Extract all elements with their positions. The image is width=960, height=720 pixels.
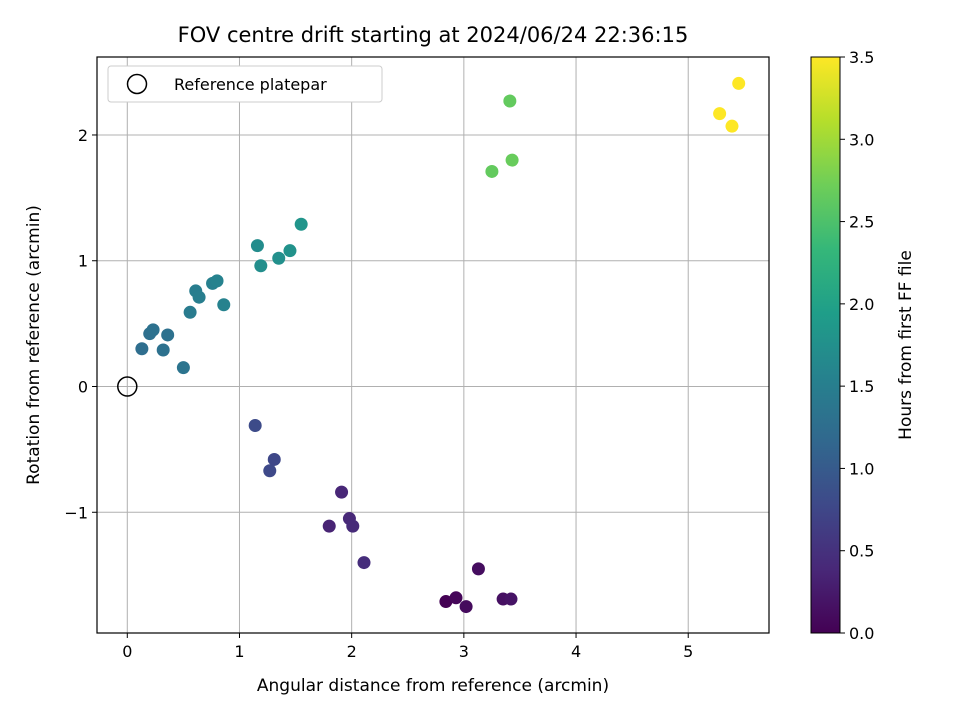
legend-reference-marker bbox=[126, 73, 148, 95]
data-point bbox=[335, 485, 349, 499]
colorbar-tick-label: 3.0 bbox=[849, 130, 874, 149]
data-point bbox=[135, 342, 149, 356]
chart-title: FOV centre drift starting at 2024/06/24 … bbox=[178, 23, 689, 47]
data-point bbox=[322, 519, 336, 533]
y-tick-label: −1 bbox=[64, 503, 88, 522]
x-axis-ticks: 0 1 2 3 4 5 bbox=[122, 633, 693, 661]
data-points bbox=[135, 76, 746, 614]
legend: Reference platepar bbox=[107, 65, 383, 103]
data-point bbox=[146, 323, 160, 337]
data-point bbox=[183, 305, 197, 319]
data-point bbox=[732, 76, 746, 90]
y-axis-label: Rotation from reference (arcmin) bbox=[24, 205, 44, 485]
reference-marker bbox=[117, 376, 138, 397]
colorbar-tick-label: 0.0 bbox=[849, 624, 874, 643]
data-point bbox=[503, 94, 517, 108]
data-point bbox=[471, 562, 485, 576]
colorbar-ticks: 0.0 0.5 1.0 1.5 2.0 2.5 3.0 3.5 bbox=[840, 48, 874, 643]
colorbar-tick-label: 1.0 bbox=[849, 459, 874, 478]
data-point bbox=[346, 519, 360, 533]
data-point bbox=[248, 418, 262, 432]
data-point bbox=[459, 600, 473, 614]
x-tick-label: 2 bbox=[347, 642, 357, 661]
x-tick-label: 0 bbox=[122, 642, 132, 661]
colorbar-tick-label: 0.5 bbox=[849, 542, 874, 561]
data-point bbox=[192, 290, 206, 304]
x-tick-label: 5 bbox=[683, 642, 693, 661]
data-point bbox=[283, 244, 297, 258]
y-tick-label: 0 bbox=[78, 378, 88, 397]
data-point bbox=[210, 274, 224, 288]
data-point bbox=[713, 107, 727, 121]
colorbar-tick-label: 1.5 bbox=[849, 377, 874, 396]
data-point bbox=[217, 298, 231, 312]
x-axis-label: Angular distance from reference (arcmin) bbox=[257, 676, 609, 696]
colorbar-tick-label: 3.5 bbox=[849, 48, 874, 67]
legend-box bbox=[107, 65, 383, 103]
colorbar-gradient bbox=[811, 57, 840, 633]
data-point bbox=[505, 153, 519, 167]
x-tick-label: 3 bbox=[459, 642, 469, 661]
colorbar-tick-label: 2.5 bbox=[849, 213, 874, 232]
data-point bbox=[357, 556, 371, 570]
data-point bbox=[267, 452, 281, 466]
data-point bbox=[250, 239, 264, 253]
data-point bbox=[272, 251, 286, 265]
y-tick-label: 1 bbox=[78, 252, 88, 271]
data-point bbox=[294, 217, 308, 231]
plot-background bbox=[97, 57, 769, 633]
data-point bbox=[161, 328, 175, 342]
colorbar-label: Hours from first FF file bbox=[896, 250, 916, 440]
plot-area bbox=[96, 56, 770, 634]
grid-lines bbox=[97, 57, 769, 633]
colorbar: 0.0 0.5 1.0 1.5 2.0 2.5 3.0 3.5 Hours from firs… bbox=[810, 48, 916, 643]
data-point bbox=[254, 259, 268, 273]
data-point bbox=[485, 164, 499, 178]
plot-frame bbox=[96, 56, 770, 634]
x-tick-label: 1 bbox=[234, 642, 244, 661]
x-tick-label: 4 bbox=[571, 642, 581, 661]
data-point bbox=[439, 595, 453, 609]
data-point bbox=[725, 119, 739, 133]
colorbar-tick-label: 2.0 bbox=[849, 295, 874, 314]
data-point bbox=[449, 591, 463, 605]
y-tick-label: 2 bbox=[78, 126, 88, 145]
data-point bbox=[504, 592, 518, 606]
colorbar-frame bbox=[810, 56, 841, 634]
data-point bbox=[156, 343, 170, 357]
reference-layer bbox=[117, 376, 138, 397]
y-axis-ticks: −1 0 1 2 bbox=[64, 126, 97, 522]
data-point bbox=[176, 361, 190, 375]
data-point bbox=[263, 464, 277, 478]
legend-label: Reference platepar bbox=[174, 75, 327, 94]
